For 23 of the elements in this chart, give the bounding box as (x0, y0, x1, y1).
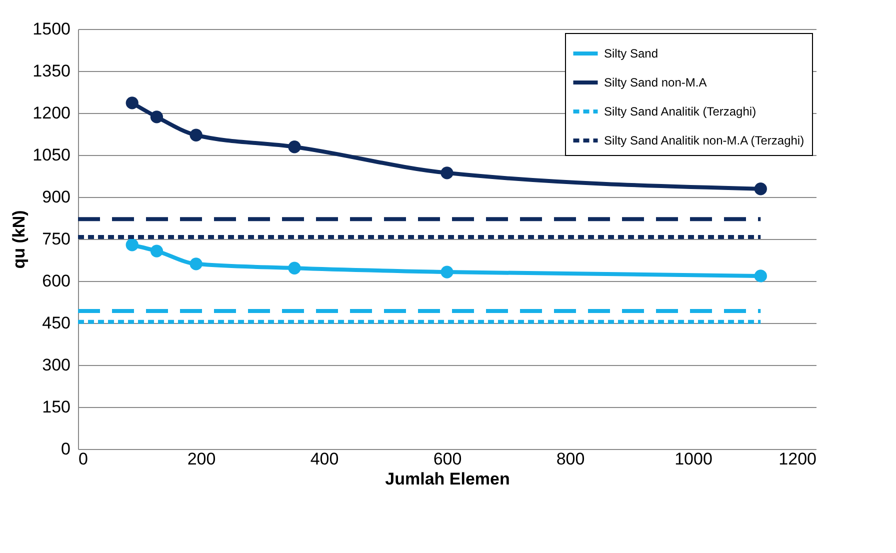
y-tick-label: 1050 (32, 146, 70, 164)
y-tick-label: 900 (42, 188, 70, 206)
legend-label: Silty Sand Analitik (Terzaghi) (604, 104, 756, 118)
x-tick-label: 1200 (778, 450, 816, 468)
legend-label: Silty Sand (604, 46, 658, 60)
y-tick-label: 1500 (32, 20, 70, 38)
y-tick-label: 300 (42, 356, 70, 374)
legend-label: Silty Sand non-M.A (604, 76, 707, 90)
y-tick-label: 1200 (32, 104, 70, 122)
x-tick-label: 400 (310, 450, 339, 468)
x-tick-label: 600 (433, 450, 462, 468)
y-tick-label: 600 (42, 272, 70, 290)
y-tick-label: 1350 (32, 62, 70, 80)
y-tick-label: 150 (42, 398, 70, 416)
x-tick-label: 200 (187, 450, 216, 468)
x-axis-title: Jumlah Elemen (385, 470, 510, 488)
y-axis-title: qu (kN) (10, 210, 29, 269)
y-tick-label: 750 (42, 230, 70, 248)
y-tick-label: 450 (42, 314, 70, 332)
legend-label: Silty Sand Analitik non-M.A (Terzaghi) (604, 134, 804, 148)
x-tick-label: 1000 (674, 450, 712, 468)
x-tick-label: 0 (78, 450, 88, 468)
x-tick-label: 800 (556, 450, 585, 468)
